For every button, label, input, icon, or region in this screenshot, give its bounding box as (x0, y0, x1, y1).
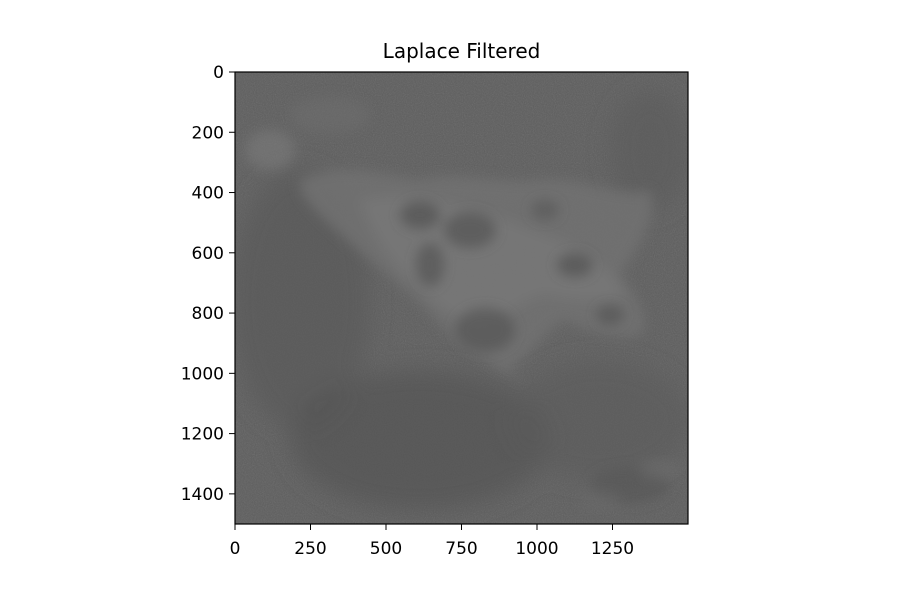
image-bottom-right-texture (580, 460, 680, 510)
image-bright-region (245, 97, 653, 381)
laplace-filtered-image (235, 72, 688, 524)
image-dark-regions (235, 90, 688, 510)
figure-title: Laplace Filtered (383, 39, 541, 63)
x-tick-label: 1250 (591, 539, 634, 559)
x-tick-label: 250 (294, 539, 326, 559)
y-tick-label: 1200 (181, 425, 224, 445)
x-tick-label: 1000 (515, 539, 558, 559)
y-tick-label: 400 (192, 184, 224, 204)
image-dark-blotches (400, 200, 624, 352)
y-tick-label: 800 (192, 304, 224, 324)
y-tick-label: 1400 (181, 485, 224, 505)
y-tick-label: 1000 (181, 364, 224, 384)
y-axis-ticks: 0 200 400 600 800 1000 1200 1400 (181, 63, 235, 505)
y-tick-label: 0 (213, 63, 224, 83)
y-tick-label: 200 (192, 123, 224, 143)
x-tick-label: 0 (230, 539, 241, 559)
x-tick-label: 500 (370, 539, 402, 559)
y-tick-label: 600 (192, 244, 224, 264)
x-axis-ticks: 0 250 500 750 1000 1250 (230, 524, 634, 559)
x-tick-label: 750 (445, 539, 477, 559)
